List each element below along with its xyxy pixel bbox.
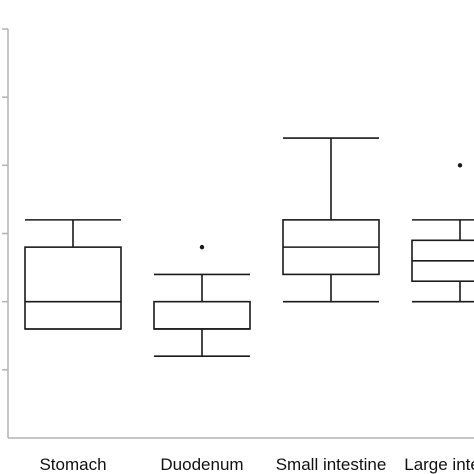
box-duodenum [153, 244, 251, 358]
box-large-intestine [411, 163, 474, 303]
x-tick-label: Large intestine [404, 455, 474, 474]
axes [2, 28, 474, 439]
x-tick-label: Stomach [39, 455, 106, 474]
box-small-intestine [282, 137, 380, 303]
iqr-box [153, 300, 251, 330]
box-stomach [24, 219, 122, 330]
x-tick-label: Duodenum [160, 455, 243, 474]
outlier-point [199, 244, 205, 250]
outlier-point [457, 163, 463, 168]
x-tick-label: Small intestine [276, 455, 387, 474]
iqr-box [24, 246, 122, 330]
boxes [24, 137, 474, 358]
category-labels: Stomach Duodenum Small intestine Large inte… [39, 455, 474, 474]
